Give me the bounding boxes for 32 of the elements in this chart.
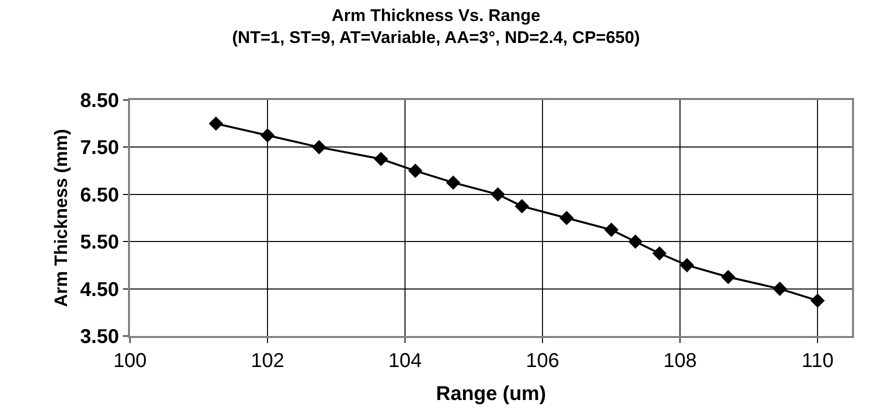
y-tick-label: 7.50 (80, 137, 119, 160)
point (810, 293, 825, 308)
y-tick-label: 4.50 (80, 278, 119, 301)
point (680, 258, 694, 272)
point (490, 187, 506, 202)
point (514, 199, 530, 214)
y-tick-label: 6.50 (80, 184, 119, 206)
point (208, 116, 224, 131)
x-tick-label: 106 (526, 350, 560, 372)
x-tick-label: 100 (113, 350, 147, 372)
point (652, 246, 667, 261)
chart-subtitle: (NT=1, ST=9, AT=Variable, AA=3°, ND=2.4, CP=650) (232, 28, 640, 47)
x-tick-label: 104 (388, 350, 422, 372)
point (559, 210, 574, 226)
point (408, 164, 423, 178)
y-tick-label: 3.50 (80, 326, 119, 348)
chart-title: Arm Thickness Vs. Range (332, 6, 540, 25)
point (374, 152, 388, 166)
x-tick-label: 110 (802, 350, 834, 372)
x-axis-title: Range (um) (436, 383, 546, 405)
y-tick-label: 5.50 (80, 232, 119, 254)
y-axis-title: Arm Thickness (mm) (50, 128, 71, 308)
point (628, 234, 643, 249)
point (772, 282, 787, 296)
x-tick-label: 102 (250, 350, 284, 372)
point (721, 270, 736, 284)
point (446, 175, 460, 190)
x-tick-label: 108 (663, 350, 697, 372)
point (260, 128, 275, 143)
y-tick-label: 8.50 (80, 90, 119, 112)
point (604, 222, 618, 237)
point (312, 140, 326, 154)
